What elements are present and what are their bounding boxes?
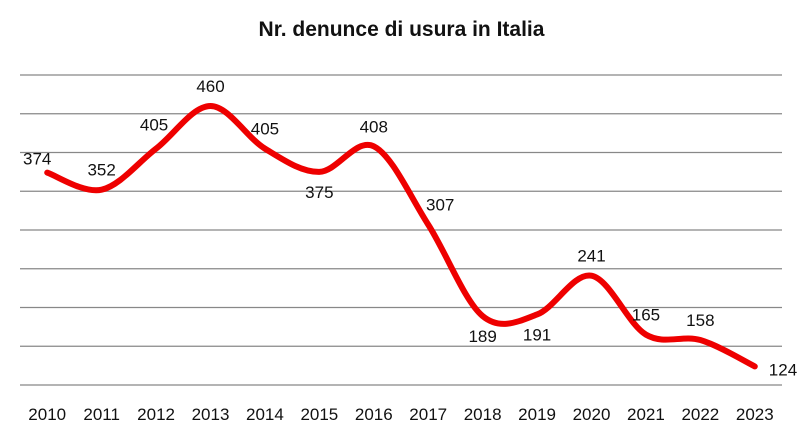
data-point xyxy=(316,169,322,175)
x-tick-label: 2013 xyxy=(192,405,230,424)
x-tick-label: 2016 xyxy=(355,405,393,424)
x-tick-label: 2017 xyxy=(409,405,447,424)
gridlines xyxy=(20,74,782,386)
series-layer xyxy=(44,103,758,370)
x-axis-ticks: 2010 2011 2012 2013 2014 2015 2016 2017 2018 2019… xyxy=(28,405,773,424)
data-label: 405 xyxy=(251,120,279,139)
data-point xyxy=(752,363,758,369)
data-label: 460 xyxy=(196,77,224,96)
data-point xyxy=(262,146,268,152)
x-tick-label: 2014 xyxy=(246,405,284,424)
data-point xyxy=(153,146,159,152)
data-point xyxy=(44,170,50,176)
data-label: 374 xyxy=(23,150,51,169)
data-label: 158 xyxy=(686,311,714,330)
data-label: 375 xyxy=(305,183,333,202)
data-point xyxy=(480,313,486,319)
data-point xyxy=(643,332,649,338)
x-tick-label: 2023 xyxy=(736,405,774,424)
x-tick-label: 2012 xyxy=(137,405,175,424)
data-point xyxy=(425,222,431,228)
data-point xyxy=(589,273,595,279)
data-label: 241 xyxy=(577,247,605,266)
data-label: 165 xyxy=(632,306,660,325)
data-label: 124 xyxy=(769,360,797,379)
data-label: 189 xyxy=(468,327,496,346)
data-point xyxy=(697,337,703,343)
data-labels: 374 352 405 460 405 375 408 307 189 191 241 165 158 1… xyxy=(23,77,797,379)
data-point xyxy=(534,311,540,317)
series-line xyxy=(44,103,758,370)
data-label: 307 xyxy=(426,196,454,215)
x-tick-label: 2021 xyxy=(627,405,665,424)
x-tick-label: 2011 xyxy=(83,405,120,424)
data-point xyxy=(208,103,214,109)
data-label: 405 xyxy=(140,116,168,135)
x-tick-label: 2010 xyxy=(28,405,66,424)
data-label: 408 xyxy=(360,117,388,136)
x-tick-label: 2019 xyxy=(518,405,556,424)
data-label: 352 xyxy=(87,161,115,180)
chart-title: Nr. denunce di usura in Italia xyxy=(258,18,545,41)
x-tick-label: 2020 xyxy=(573,405,611,424)
data-point xyxy=(99,187,105,193)
x-tick-label: 2022 xyxy=(681,405,719,424)
data-label: 191 xyxy=(523,325,551,344)
x-tick-label: 2015 xyxy=(300,405,338,424)
data-point xyxy=(371,143,377,149)
x-tick-label: 2018 xyxy=(464,405,502,424)
